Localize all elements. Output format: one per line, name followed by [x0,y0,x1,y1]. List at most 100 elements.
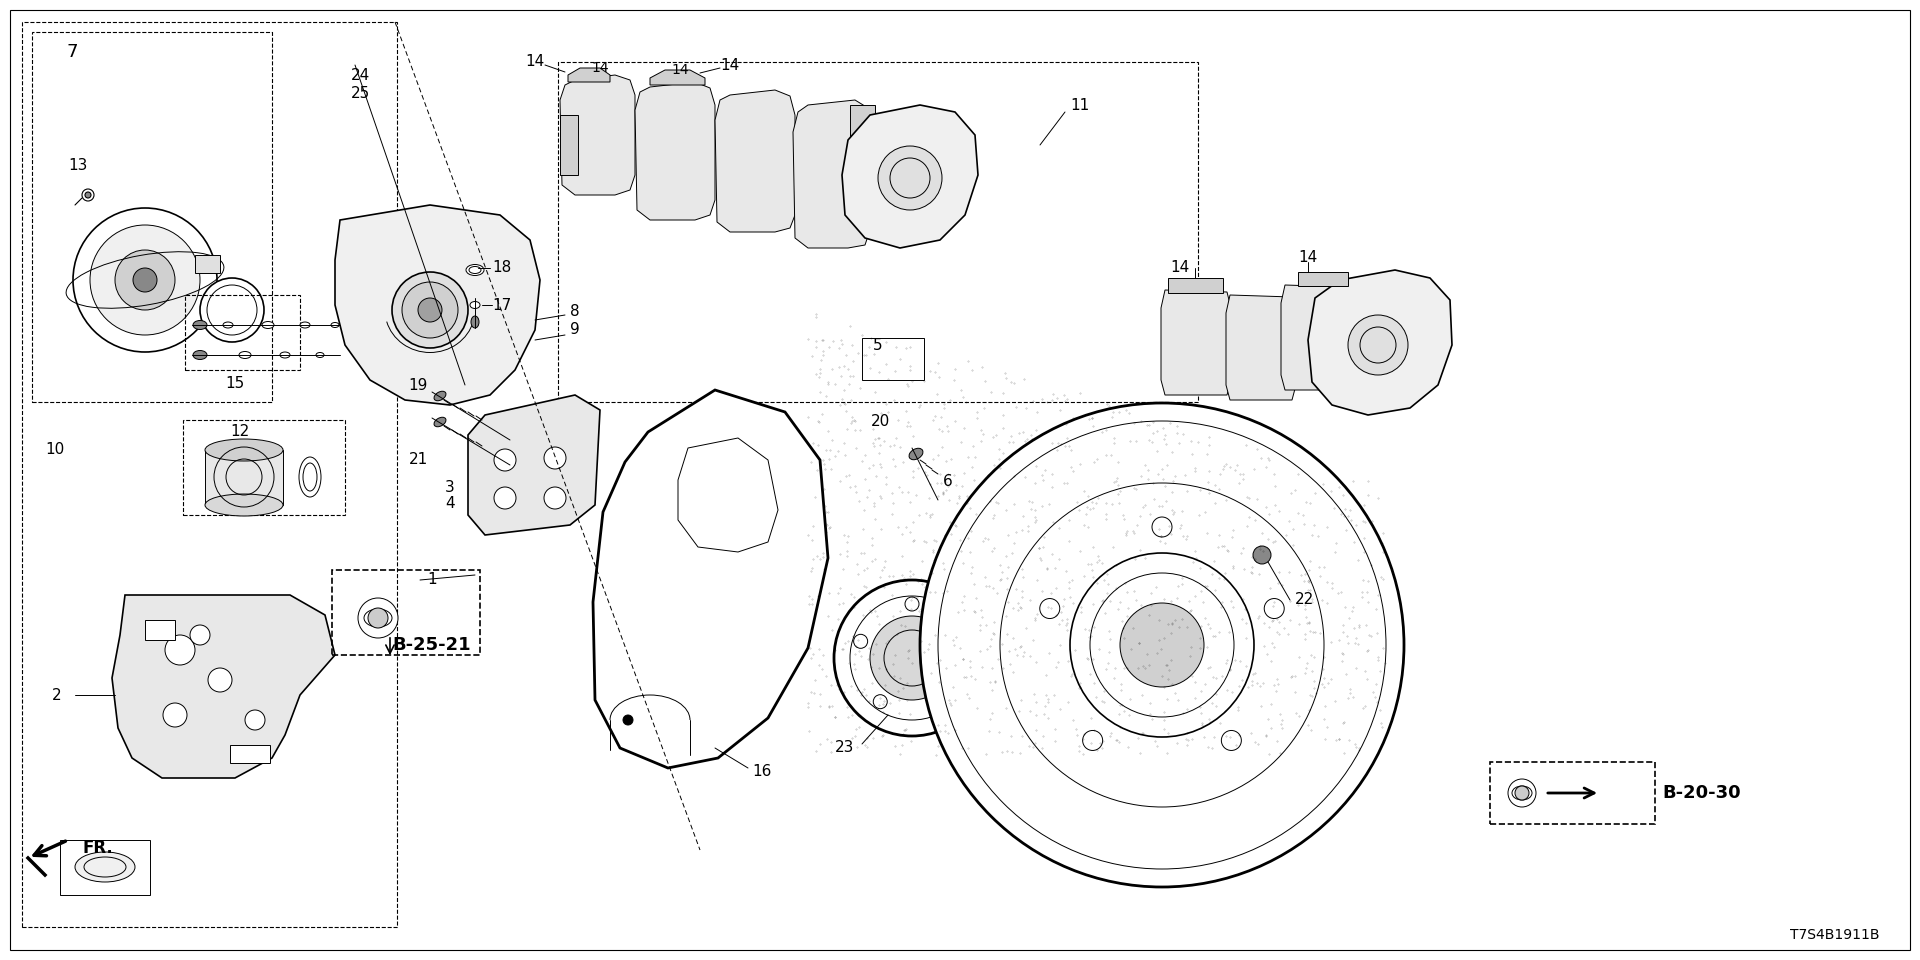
Ellipse shape [223,322,232,328]
Text: 5: 5 [874,338,883,352]
Text: 20: 20 [870,415,889,429]
Ellipse shape [470,301,480,308]
Circle shape [419,298,442,322]
Bar [332,570,480,655]
Ellipse shape [300,322,309,328]
Ellipse shape [330,323,340,327]
Polygon shape [468,395,599,535]
Circle shape [920,403,1404,887]
Bar [559,62,1198,402]
Text: 2: 2 [52,687,61,703]
Text: 8: 8 [570,304,580,320]
Circle shape [83,189,94,201]
Circle shape [854,635,868,648]
Circle shape [833,580,991,736]
Circle shape [543,447,566,469]
Bar [146,620,175,640]
Circle shape [163,703,186,727]
Text: B-25-21: B-25-21 [394,636,470,654]
Ellipse shape [75,852,134,882]
Bar [184,295,300,370]
Circle shape [392,272,468,348]
Circle shape [937,695,950,708]
Circle shape [73,208,217,352]
Circle shape [543,487,566,509]
Text: 14: 14 [1298,251,1317,266]
Text: 21: 21 [409,452,428,468]
Polygon shape [1281,285,1352,390]
Text: 14: 14 [720,58,739,73]
Circle shape [1221,731,1242,751]
Polygon shape [561,75,636,195]
Circle shape [190,625,209,645]
Text: FR.: FR. [83,839,113,857]
Bar [21,22,397,927]
Bar [561,115,578,175]
Circle shape [1515,786,1528,800]
Polygon shape [1227,295,1296,400]
Bar [1167,278,1223,293]
Text: 11: 11 [1069,98,1091,112]
Text: 1: 1 [426,572,438,588]
Text: T7S4B1911B: T7S4B1911B [1791,928,1880,942]
Circle shape [1254,546,1271,564]
Bar [1298,272,1348,286]
Circle shape [115,250,175,310]
Circle shape [90,225,200,335]
Polygon shape [636,82,714,220]
Text: B-20-30: B-20-30 [1663,784,1741,802]
Circle shape [874,695,887,708]
Circle shape [84,192,90,198]
Bar [60,840,150,895]
Bar [33,32,273,402]
Polygon shape [111,595,334,778]
Polygon shape [593,390,828,768]
Ellipse shape [194,350,207,359]
Text: 14: 14 [526,55,545,69]
Ellipse shape [280,352,290,358]
Circle shape [369,608,388,628]
Polygon shape [793,100,872,248]
Text: 19: 19 [409,377,428,393]
Text: 6: 6 [943,474,952,490]
Polygon shape [714,90,795,232]
Bar [205,450,282,505]
Circle shape [1348,315,1407,375]
Circle shape [357,598,397,638]
Bar [182,420,346,515]
Circle shape [1507,779,1536,807]
Text: 14: 14 [672,63,689,77]
Text: 13: 13 [69,157,88,173]
Text: 15: 15 [225,375,244,391]
Bar [1490,762,1655,824]
Text: 17: 17 [492,298,511,313]
Circle shape [870,616,954,700]
Circle shape [1152,517,1171,537]
Circle shape [956,635,970,648]
Circle shape [904,597,920,611]
Text: 24: 24 [349,67,371,83]
Text: 14: 14 [1171,260,1190,276]
Circle shape [1263,598,1284,618]
Ellipse shape [261,322,275,328]
Text: 4: 4 [445,495,455,511]
Text: 12: 12 [230,424,250,440]
Circle shape [207,668,232,692]
Circle shape [401,282,459,338]
Bar [196,255,221,273]
Ellipse shape [467,265,484,276]
Circle shape [877,146,943,210]
Ellipse shape [194,321,207,329]
Polygon shape [1308,270,1452,415]
Circle shape [246,710,265,730]
Ellipse shape [205,439,282,461]
Ellipse shape [470,316,478,328]
Ellipse shape [434,418,445,427]
Bar [230,745,271,763]
Ellipse shape [317,352,324,357]
Polygon shape [1162,290,1231,395]
Polygon shape [678,438,778,552]
Text: 7: 7 [67,43,77,61]
Text: 16: 16 [753,764,772,780]
Ellipse shape [300,457,321,497]
